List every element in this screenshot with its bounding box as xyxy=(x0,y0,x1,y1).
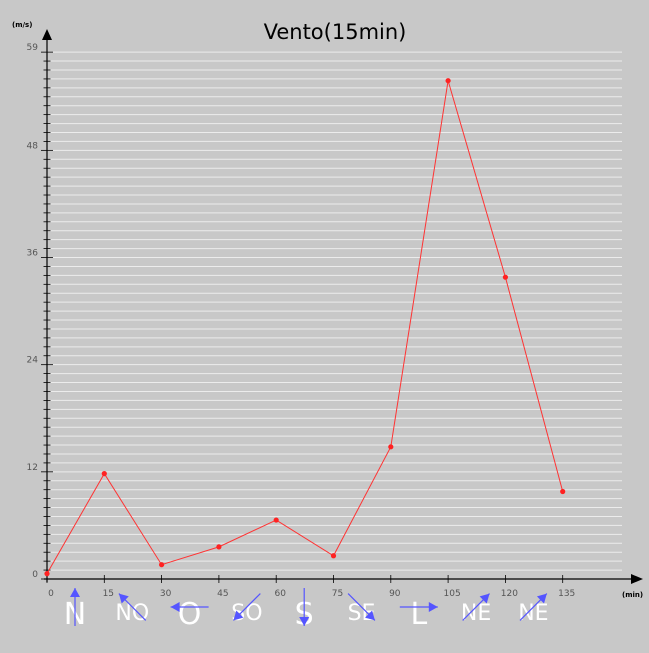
y-tick-label: 12 xyxy=(27,463,38,473)
data-point xyxy=(560,488,566,495)
direction-arrow-head xyxy=(479,593,490,604)
y-tick-label: 24 xyxy=(27,356,39,366)
x-tick-label: 135 xyxy=(558,589,575,599)
axes xyxy=(42,29,643,584)
y-axis-unit: (m/s) xyxy=(12,21,32,29)
x-tick-label: 45 xyxy=(217,589,228,599)
data-point xyxy=(445,78,451,84)
x-axis-arrow xyxy=(631,574,643,584)
ticks: 0 12 24 36 48 59 0 15 30 45 60 75 90 105 120 135 xyxy=(27,43,576,599)
data-point xyxy=(273,517,279,523)
x-axis-unit: (min) xyxy=(622,591,643,599)
series-wind-speed xyxy=(44,78,566,577)
y-axis-arrow xyxy=(42,29,52,40)
data-point xyxy=(216,544,222,550)
x-tick-label: 15 xyxy=(103,589,114,599)
x-tick-label: 90 xyxy=(389,589,401,599)
direction-label: NE xyxy=(518,601,548,626)
x-tick-label: 30 xyxy=(160,589,172,599)
direction-arrow-head xyxy=(118,593,129,604)
data-point xyxy=(330,553,337,559)
direction-arrow-head xyxy=(233,610,244,621)
direction-arrow-head xyxy=(170,602,180,612)
y-tick-label: 36 xyxy=(27,249,39,259)
data-point xyxy=(159,562,165,568)
direction-arrow-head xyxy=(365,610,375,621)
direction-label: L xyxy=(410,597,427,632)
direction-label: NE xyxy=(461,601,491,626)
x-tick-label: 60 xyxy=(274,589,286,599)
x-tick-label: 105 xyxy=(444,589,461,599)
y-tick-label: 48 xyxy=(27,141,39,151)
direction-arrow-head xyxy=(428,602,438,612)
direction-label: O xyxy=(178,597,202,632)
direction-arrow-head xyxy=(70,588,80,597)
direction-arrow-head xyxy=(299,617,310,626)
x-tick-label: 0 xyxy=(48,589,54,599)
direction-label: NO xyxy=(115,601,149,626)
data-point xyxy=(388,444,394,450)
data-point xyxy=(101,471,107,477)
direction-arrow-head xyxy=(536,593,547,604)
gridlines xyxy=(47,51,622,571)
series-line xyxy=(46,80,564,574)
data-point xyxy=(44,571,50,577)
x-tick-label: 120 xyxy=(501,589,518,599)
wind-directions: N NO O SO S SE L NE NE xyxy=(64,588,549,632)
y-tick-label: 0 xyxy=(32,570,38,580)
data-point xyxy=(502,274,508,280)
x-tick-label: 75 xyxy=(332,589,343,599)
chart-title: Vento(15min) xyxy=(264,20,407,44)
y-tick-label: 59 xyxy=(27,43,39,53)
